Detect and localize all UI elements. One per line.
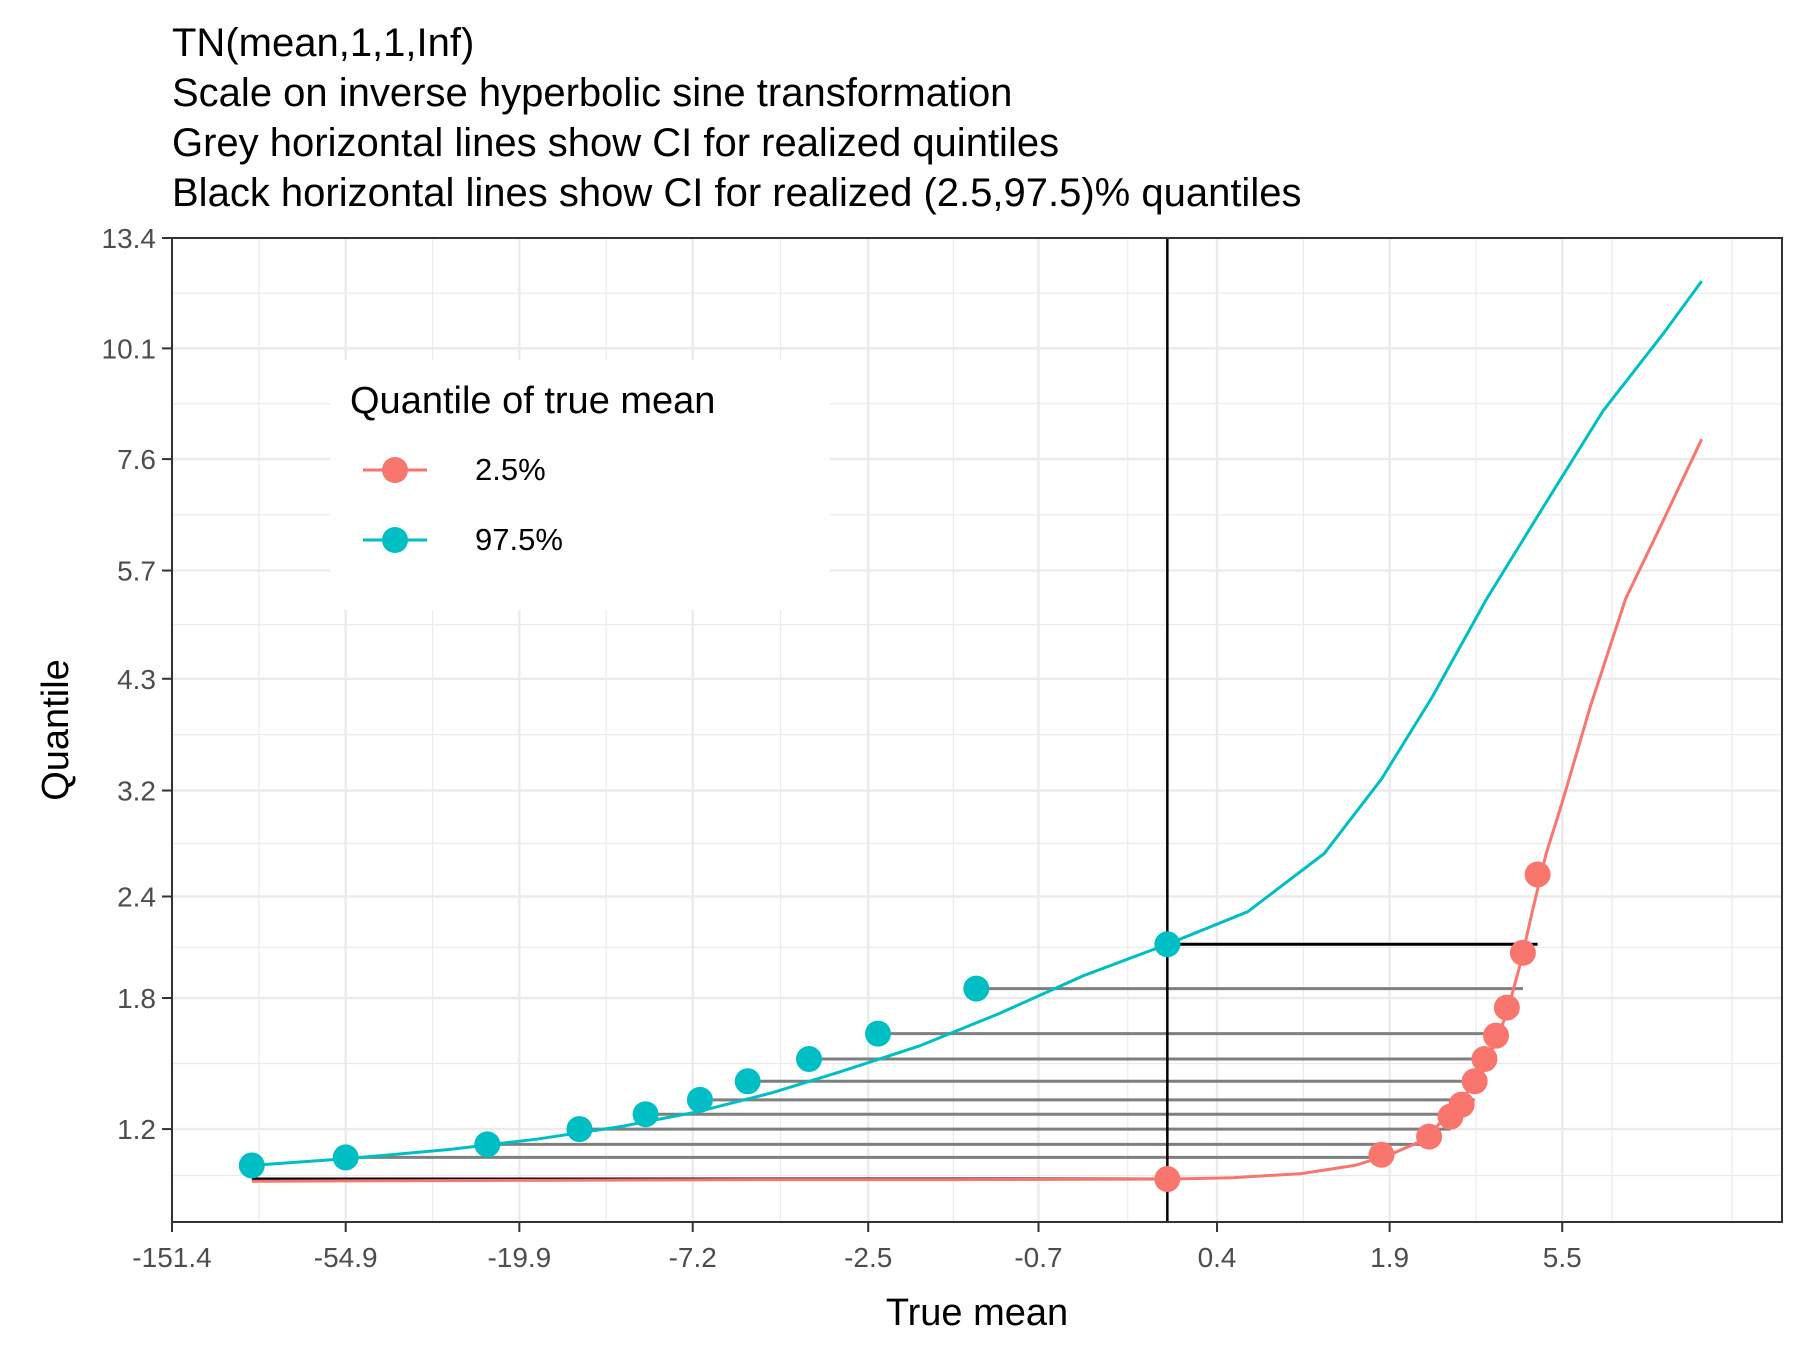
y-axis: 1.2 1.8 2.4 3.2 4.3 5.7 7.6 10.1 13.4 bbox=[102, 223, 172, 1145]
y-tick-label: 13.4 bbox=[102, 223, 157, 254]
data-point bbox=[1509, 939, 1536, 966]
data-point bbox=[1154, 1166, 1181, 1193]
data-point bbox=[864, 1020, 891, 1047]
data-point bbox=[1416, 1123, 1443, 1150]
series-points bbox=[238, 861, 1551, 1193]
chart-title-block: TN(mean,1,1,Inf) Scale on inverse hyperb… bbox=[172, 18, 1301, 218]
data-point bbox=[1471, 1046, 1498, 1073]
data-point bbox=[474, 1131, 501, 1158]
x-axis: -151.4 -54.9 -19.9 -7.2 -2.5 -0.7 0.4 1.9 5.5 bbox=[132, 1222, 1582, 1273]
x-tick-label: 5.5 bbox=[1543, 1242, 1582, 1273]
data-point bbox=[1483, 1022, 1510, 1049]
y-tick-label: 2.4 bbox=[117, 882, 156, 913]
data-point bbox=[1368, 1141, 1395, 1168]
legend-key-2-5 bbox=[363, 457, 427, 483]
x-tick-label: -54.9 bbox=[314, 1242, 378, 1273]
chart-title-line-1: TN(mean,1,1,Inf) bbox=[172, 21, 475, 65]
y-tick-label: 1.8 bbox=[117, 983, 156, 1014]
chart-title-line-2: Scale on inverse hyperbolic sine transfo… bbox=[172, 71, 1013, 115]
ci-segments bbox=[251, 942, 1538, 1181]
data-point bbox=[1493, 994, 1520, 1021]
y-tick-label: 10.1 bbox=[102, 333, 157, 364]
data-point bbox=[796, 1046, 823, 1073]
data-point bbox=[1524, 861, 1551, 888]
y-axis-title: Quantile bbox=[35, 659, 77, 801]
data-point bbox=[686, 1086, 713, 1113]
data-point bbox=[566, 1116, 593, 1143]
y-tick-label: 5.7 bbox=[117, 556, 156, 587]
data-point bbox=[632, 1101, 659, 1128]
legend-label-2-5: 2.5% bbox=[475, 452, 546, 487]
x-tick-label: -7.2 bbox=[669, 1242, 717, 1273]
y-tick-label: 7.6 bbox=[117, 444, 156, 475]
x-tick-label: -151.4 bbox=[132, 1242, 211, 1273]
data-point bbox=[1154, 931, 1181, 958]
data-point bbox=[1448, 1091, 1475, 1118]
panel-border bbox=[171, 237, 1783, 1223]
data-point bbox=[238, 1152, 265, 1179]
legend-key-97-5 bbox=[363, 527, 427, 553]
legend-title: Quantile of true mean bbox=[350, 380, 716, 422]
x-axis-title: True mean bbox=[886, 1292, 1068, 1334]
chart-title-line-3: Grey horizontal lines show CI for realiz… bbox=[172, 121, 1060, 165]
data-point bbox=[963, 975, 990, 1002]
legend: Quantile of true mean 2.5% 97.5% bbox=[330, 360, 830, 610]
legend-label-97-5: 97.5% bbox=[475, 522, 563, 557]
minor-gridlines bbox=[172, 238, 1782, 1222]
y-tick-label: 3.2 bbox=[117, 776, 156, 807]
data-point bbox=[734, 1068, 761, 1095]
x-tick-label: 1.9 bbox=[1370, 1242, 1409, 1273]
y-tick-label: 1.2 bbox=[117, 1114, 156, 1145]
data-point bbox=[332, 1144, 359, 1171]
series-line bbox=[251, 280, 1703, 1167]
x-tick-label: -0.7 bbox=[1014, 1242, 1062, 1273]
x-tick-label: -2.5 bbox=[844, 1242, 892, 1273]
y-tick-label: 4.3 bbox=[117, 664, 156, 695]
chart-title-line-4: Black horizontal lines show CI for reali… bbox=[172, 171, 1302, 215]
x-tick-label: -19.9 bbox=[487, 1242, 551, 1273]
x-tick-label: 0.4 bbox=[1198, 1242, 1237, 1273]
data-point bbox=[1461, 1068, 1488, 1095]
